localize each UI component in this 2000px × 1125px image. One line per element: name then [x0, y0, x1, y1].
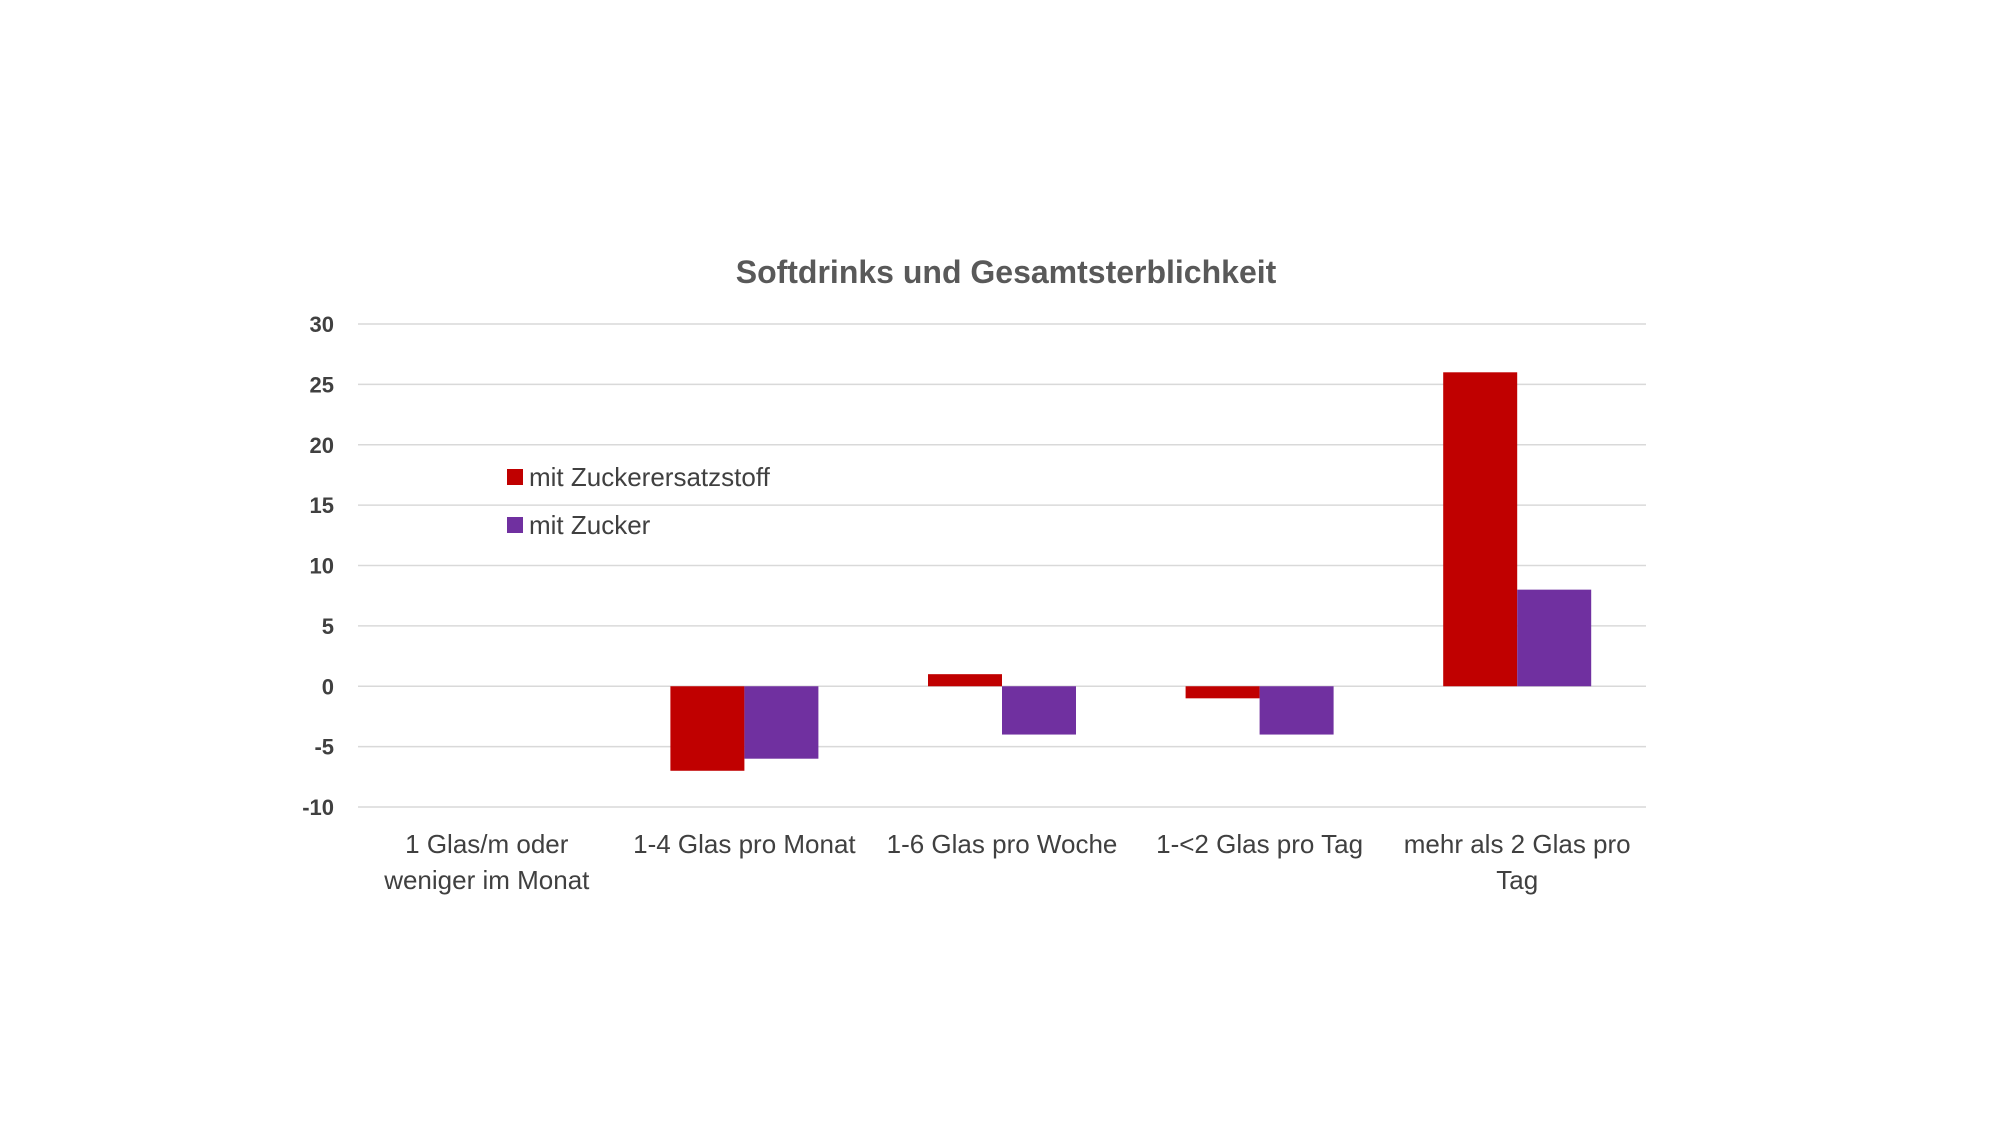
gridlines	[358, 323, 1646, 808]
y-tick-label: -5	[314, 735, 334, 760]
bar-zucker	[1002, 686, 1076, 735]
x-tick-label: mehr als 2 Glas pro	[1404, 829, 1631, 859]
x-axis-tick-labels: 1 Glas/m oder weniger im Monat 1-4 Glas pr…	[383, 829, 1630, 895]
legend-label: mit Zucker	[529, 510, 651, 540]
y-tick-label: 0	[322, 674, 334, 699]
y-tick-label: 25	[310, 372, 334, 397]
legend-label: mit Zuckerersatzstoff	[529, 462, 771, 492]
x-tick-label: Tag	[1496, 865, 1538, 895]
bar-zuckerersatzstoff	[928, 674, 1002, 687]
bar-zuckerersatzstoff	[670, 686, 745, 771]
x-tick-label: 1-<2 Glas pro Tag	[1156, 829, 1363, 859]
bar-zuckerersatzstoff	[1443, 372, 1518, 687]
y-tick-label: -10	[302, 795, 334, 820]
bar-zucker	[744, 686, 819, 759]
bars	[670, 372, 1592, 771]
legend: mit Zuckerersatzstoff mit Zucker	[507, 462, 771, 540]
bar-zucker	[1259, 686, 1334, 735]
y-axis-tick-labels: 30 25 20 15 10 5 0 -5 -10	[302, 312, 334, 820]
legend-swatch	[507, 469, 523, 485]
legend-swatch	[507, 517, 523, 533]
y-tick-label: 15	[310, 493, 334, 518]
x-tick-label: weniger im Monat	[383, 865, 590, 895]
bar-zucker	[1517, 589, 1592, 687]
y-tick-label: 20	[310, 433, 334, 458]
x-tick-label: 1-6 Glas pro Woche	[887, 829, 1118, 859]
x-tick-label: 1 Glas/m oder	[405, 829, 569, 859]
y-tick-label: 10	[310, 554, 334, 579]
x-tick-label: 1-4 Glas pro Monat	[633, 829, 856, 859]
bar-zuckerersatzstoff	[1185, 686, 1260, 699]
y-tick-label: 30	[310, 312, 334, 337]
chart-title: Softdrinks und Gesamtsterblichkeit	[736, 254, 1277, 290]
y-tick-label: 5	[322, 614, 334, 639]
